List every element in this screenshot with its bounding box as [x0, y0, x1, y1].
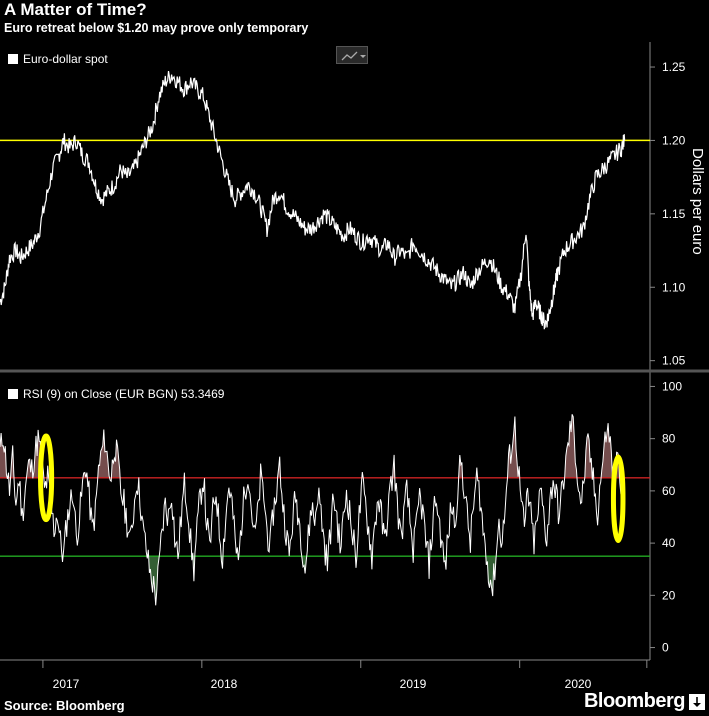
- rsi-legend: RSI (9) on Close (EUR BGN) 53.3469: [8, 385, 225, 403]
- price-legend: Euro-dollar spot: [8, 50, 108, 68]
- rsi-tick-label: 20: [662, 588, 676, 602]
- x-year-label: 2020: [565, 677, 592, 691]
- highlight-ellipse-2017: [38, 433, 55, 523]
- rsi-legend-label: RSI (9) on Close (EUR BGN) 53.3469: [23, 386, 225, 401]
- rsi-legend-swatch: [8, 388, 18, 399]
- download-icon[interactable]: [689, 694, 705, 710]
- price-tick-label: 1.15: [662, 207, 686, 221]
- price-tick-label: 1.05: [662, 354, 686, 368]
- oversold-shading: [61, 556, 497, 606]
- rsi-tick-label: 80: [662, 432, 676, 446]
- line-chart-icon: [341, 51, 366, 61]
- chart-subtitle: Euro retreat below $1.20 may prove only …: [4, 21, 309, 35]
- brand-logo: Bloomberg: [583, 690, 686, 712]
- x-year-label: 2017: [53, 677, 80, 691]
- x-year-label: 2019: [400, 677, 427, 691]
- x-year-label: 2018: [211, 677, 238, 691]
- rsi-tick-label: 40: [662, 536, 676, 550]
- rsi-tick-label: 100: [662, 379, 682, 393]
- rsi-tick-label: 60: [662, 484, 676, 498]
- overbought-shading: [0, 414, 620, 478]
- highlight-ellipse-2020: [610, 454, 626, 544]
- rsi-series-line: [0, 414, 626, 606]
- price-tick-label: 1.25: [662, 60, 686, 74]
- price-legend-swatch: [8, 53, 18, 64]
- price-tick-label: 1.20: [662, 133, 686, 147]
- chart-type-button[interactable]: [336, 46, 368, 64]
- euro-dollar-series-line: [0, 71, 626, 330]
- price-legend-label: Euro-dollar spot: [23, 51, 108, 66]
- price-tick-label: 1.10: [662, 280, 686, 294]
- price-ylabel: Dollars per euro: [689, 148, 706, 255]
- source-note: Source: Bloomberg: [4, 698, 125, 713]
- chart-title: A Matter of Time?: [4, 0, 147, 19]
- rsi-tick-label: 0: [662, 641, 669, 655]
